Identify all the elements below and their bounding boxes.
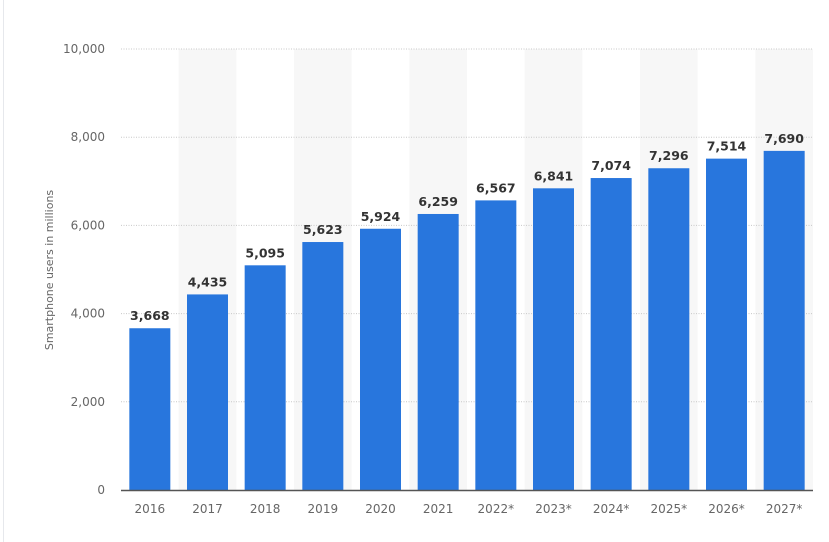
x-tick-label: 2023*	[535, 502, 572, 516]
data-label: 7,690	[764, 131, 804, 146]
bar-2025*	[648, 168, 690, 490]
bar-2027*	[763, 150, 805, 490]
y-axis-label: Smartphone users in millions	[43, 190, 56, 351]
data-label: 5,623	[303, 222, 343, 237]
data-label: 5,924	[361, 209, 401, 224]
bar-2023*	[533, 188, 574, 491]
x-tick-label: 2017	[192, 502, 223, 516]
data-label: 5,095	[245, 245, 285, 260]
y-tick-label: 2,000	[71, 395, 105, 409]
bar-2021	[417, 213, 459, 491]
bar-2018	[244, 265, 286, 490]
data-label: 6,259	[418, 194, 458, 209]
x-tick-label: 2016	[135, 502, 166, 516]
x-tick-label: 2019	[308, 502, 339, 516]
bar-2026*	[706, 158, 747, 490]
data-label: 7,514	[707, 139, 747, 154]
y-tick-label: 0	[97, 483, 105, 497]
bar-2019	[302, 242, 344, 490]
x-tick-label: 2026*	[708, 502, 745, 516]
data-label: 7,074	[591, 158, 631, 173]
bar-2020	[360, 228, 401, 491]
data-label: 6,567	[476, 180, 516, 195]
data-label: 7,296	[649, 148, 689, 163]
x-tick-label: 2022*	[478, 502, 515, 516]
bar-2024*	[590, 178, 632, 490]
y-tick-label: 8,000	[71, 130, 105, 144]
x-tick-label: 2021	[423, 502, 454, 516]
y-tick-label: 10,000	[63, 42, 105, 56]
y-tick-label: 4,000	[71, 307, 105, 321]
x-tick-label: 2020	[365, 502, 396, 516]
x-tick-label: 2018	[250, 502, 281, 516]
x-tick-label: 2027*	[766, 502, 803, 516]
bar-2022*	[475, 200, 517, 490]
bar-2017	[187, 294, 228, 490]
data-label: 3,668	[130, 308, 170, 323]
x-tick-label: 2024*	[593, 502, 630, 516]
x-tick-label: 2025*	[651, 502, 688, 516]
data-label: 4,435	[188, 274, 228, 289]
bar-2016	[129, 328, 171, 490]
y-tick-label: 6,000	[71, 218, 105, 232]
data-label: 6,841	[534, 168, 574, 183]
chart-frame	[3, 0, 829, 542]
